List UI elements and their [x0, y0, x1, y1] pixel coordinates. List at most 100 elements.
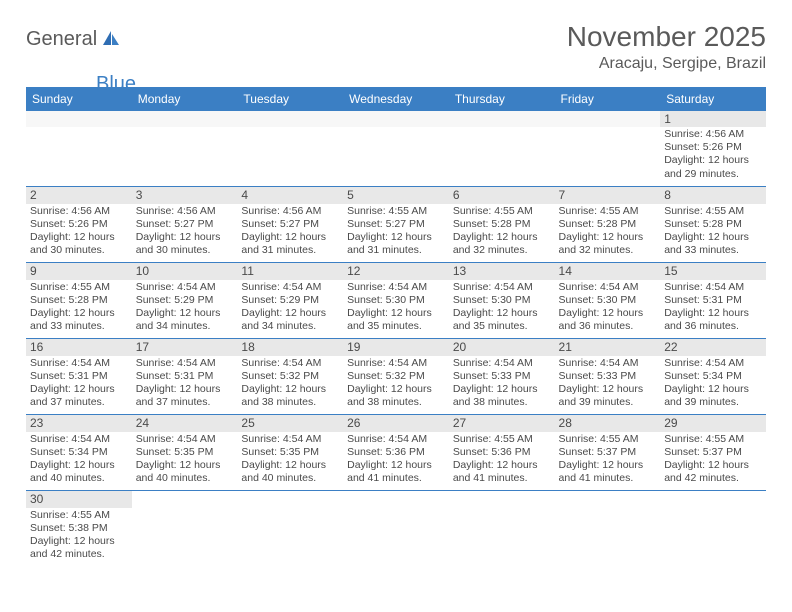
daylight-text-1: Daylight: 12 hours [136, 459, 234, 472]
daylight-text-2: and 33 minutes. [30, 320, 128, 333]
calendar-day-cell: 12Sunrise: 4:54 AMSunset: 5:30 PMDayligh… [343, 263, 449, 339]
day-data: Sunrise: 4:54 AMSunset: 5:33 PMDaylight:… [555, 356, 661, 413]
daylight-text-1: Daylight: 12 hours [30, 459, 128, 472]
daylight-text-1: Daylight: 12 hours [664, 307, 762, 320]
sunrise-text: Sunrise: 4:55 AM [559, 433, 657, 446]
daylight-text-2: and 35 minutes. [347, 320, 445, 333]
daylight-text-2: and 40 minutes. [30, 472, 128, 485]
sunrise-text: Sunrise: 4:54 AM [136, 433, 234, 446]
calendar-table: Sunday Monday Tuesday Wednesday Thursday… [26, 87, 766, 567]
day-data: Sunrise: 4:54 AMSunset: 5:35 PMDaylight:… [132, 432, 238, 489]
calendar-day-cell [449, 111, 555, 187]
daylight-text-2: and 33 minutes. [664, 244, 762, 257]
calendar-day-cell [449, 491, 555, 567]
day-number: 2 [26, 187, 132, 203]
daylight-text-1: Daylight: 12 hours [347, 231, 445, 244]
sunset-text: Sunset: 5:34 PM [664, 370, 762, 383]
sunrise-text: Sunrise: 4:56 AM [241, 205, 339, 218]
calendar-week-row: 30Sunrise: 4:55 AMSunset: 5:38 PMDayligh… [26, 491, 766, 567]
daylight-text-2: and 41 minutes. [453, 472, 551, 485]
day-data: Sunrise: 4:54 AMSunset: 5:31 PMDaylight:… [26, 356, 132, 413]
daylight-text-2: and 30 minutes. [30, 244, 128, 257]
daylight-text-2: and 37 minutes. [30, 396, 128, 409]
sunset-text: Sunset: 5:27 PM [347, 218, 445, 231]
day-number: 25 [237, 415, 343, 431]
daylight-text-2: and 36 minutes. [664, 320, 762, 333]
calendar-day-cell: 16Sunrise: 4:54 AMSunset: 5:31 PMDayligh… [26, 339, 132, 415]
calendar-day-cell: 8Sunrise: 4:55 AMSunset: 5:28 PMDaylight… [660, 187, 766, 263]
sunset-text: Sunset: 5:28 PM [453, 218, 551, 231]
calendar-week-row: 9Sunrise: 4:55 AMSunset: 5:28 PMDaylight… [26, 263, 766, 339]
day-number: 10 [132, 263, 238, 279]
sunset-text: Sunset: 5:34 PM [30, 446, 128, 459]
sunrise-text: Sunrise: 4:54 AM [347, 433, 445, 446]
day-number-blank [343, 111, 449, 127]
daylight-text-2: and 41 minutes. [559, 472, 657, 485]
sunset-text: Sunset: 5:28 PM [664, 218, 762, 231]
day-data: Sunrise: 4:54 AMSunset: 5:31 PMDaylight:… [132, 356, 238, 413]
calendar-day-cell [26, 111, 132, 187]
day-data: Sunrise: 4:54 AMSunset: 5:36 PMDaylight:… [343, 432, 449, 489]
day-data: Sunrise: 4:56 AMSunset: 5:26 PMDaylight:… [660, 127, 766, 184]
daylight-text-1: Daylight: 12 hours [664, 383, 762, 396]
calendar-day-cell [237, 491, 343, 567]
sunset-text: Sunset: 5:30 PM [559, 294, 657, 307]
daylight-text-2: and 40 minutes. [136, 472, 234, 485]
sunset-text: Sunset: 5:37 PM [559, 446, 657, 459]
daylight-text-1: Daylight: 12 hours [30, 231, 128, 244]
day-number: 6 [449, 187, 555, 203]
sunset-text: Sunset: 5:33 PM [559, 370, 657, 383]
sunrise-text: Sunrise: 4:55 AM [453, 433, 551, 446]
daylight-text-1: Daylight: 12 hours [241, 383, 339, 396]
day-data: Sunrise: 4:54 AMSunset: 5:31 PMDaylight:… [660, 280, 766, 337]
daylight-text-2: and 42 minutes. [30, 548, 128, 561]
day-data: Sunrise: 4:56 AMSunset: 5:27 PMDaylight:… [237, 204, 343, 261]
sunrise-text: Sunrise: 4:55 AM [664, 433, 762, 446]
calendar-day-cell: 22 Sunrise: 4:54 AMSunset: 5:34 PMDayligh… [660, 339, 766, 415]
daylight-text-2: and 32 minutes. [453, 244, 551, 257]
calendar-day-cell: 21Sunrise: 4:54 AMSunset: 5:33 PMDayligh… [555, 339, 661, 415]
sunset-text: Sunset: 5:31 PM [136, 370, 234, 383]
sunrise-text: Sunrise: 4:54 AM [453, 281, 551, 294]
calendar-week-row: 16Sunrise: 4:54 AMSunset: 5:31 PMDayligh… [26, 339, 766, 415]
sunrise-text: Sunrise: 4:55 AM [453, 205, 551, 218]
calendar-day-cell: 10Sunrise: 4:54 AMSunset: 5:29 PMDayligh… [132, 263, 238, 339]
sunset-text: Sunset: 5:28 PM [559, 218, 657, 231]
day-number: 13 [449, 263, 555, 279]
daylight-text-2: and 41 minutes. [347, 472, 445, 485]
sunrise-text: Sunrise: 4:54 AM [664, 357, 762, 370]
daylight-text-1: Daylight: 12 hours [453, 459, 551, 472]
sunset-text: Sunset: 5:32 PM [241, 370, 339, 383]
day-data: Sunrise: 4:55 AMSunset: 5:28 PMDaylight:… [555, 204, 661, 261]
calendar-page: General November 2025 Aracaju, Sergipe, … [0, 0, 792, 567]
calendar-week-row: 1Sunrise: 4:56 AMSunset: 5:26 PMDaylight… [26, 111, 766, 187]
day-header: Thursday [449, 87, 555, 111]
logo-text-general: General [26, 28, 97, 51]
sunrise-text: Sunrise: 4:54 AM [347, 281, 445, 294]
daylight-text-1: Daylight: 12 hours [453, 307, 551, 320]
calendar-day-cell: 17Sunrise: 4:54 AMSunset: 5:31 PMDayligh… [132, 339, 238, 415]
daylight-text-1: Daylight: 12 hours [664, 459, 762, 472]
day-number: 22 [660, 339, 766, 355]
daylight-text-2: and 30 minutes. [136, 244, 234, 257]
calendar-week-row: 2Sunrise: 4:56 AMSunset: 5:26 PMDaylight… [26, 187, 766, 263]
calendar-day-cell: 5Sunrise: 4:55 AMSunset: 5:27 PMDaylight… [343, 187, 449, 263]
sunrise-text: Sunrise: 4:54 AM [30, 433, 128, 446]
sunset-text: Sunset: 5:27 PM [241, 218, 339, 231]
day-header: Wednesday [343, 87, 449, 111]
day-header: Friday [555, 87, 661, 111]
day-data: Sunrise: 4:55 AMSunset: 5:27 PMDaylight:… [343, 204, 449, 261]
daylight-text-1: Daylight: 12 hours [136, 383, 234, 396]
location-subtitle: Aracaju, Sergipe, Brazil [567, 55, 766, 73]
sunrise-text: Sunrise: 4:54 AM [241, 357, 339, 370]
calendar-day-cell [132, 491, 238, 567]
sunrise-text: Sunrise: 4:55 AM [664, 205, 762, 218]
calendar-day-cell: 6Sunrise: 4:55 AMSunset: 5:28 PMDaylight… [449, 187, 555, 263]
day-data: Sunrise: 4:54 AMSunset: 5:32 PMDaylight:… [237, 356, 343, 413]
daylight-text-1: Daylight: 12 hours [347, 459, 445, 472]
day-number: 8 [660, 187, 766, 203]
calendar-day-cell: 9Sunrise: 4:55 AMSunset: 5:28 PMDaylight… [26, 263, 132, 339]
daylight-text-1: Daylight: 12 hours [30, 535, 128, 548]
day-number: 7 [555, 187, 661, 203]
day-data: Sunrise: 4:54 AMSunset: 5:32 PMDaylight:… [343, 356, 449, 413]
